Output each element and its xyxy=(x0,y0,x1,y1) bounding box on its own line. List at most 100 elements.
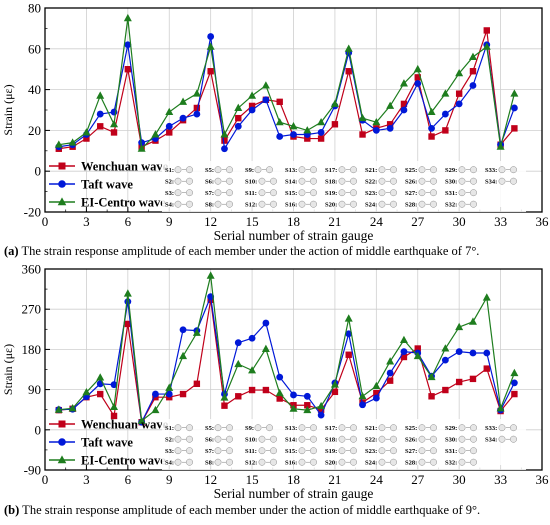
gauge-icon xyxy=(458,458,466,466)
gauge-icon xyxy=(430,424,437,432)
gauge-icon xyxy=(350,435,357,443)
data-point-triangle xyxy=(261,81,270,89)
x-tick-label: 12 xyxy=(204,472,217,487)
gauge-icon xyxy=(214,189,222,197)
gauge-icon xyxy=(390,458,397,466)
legend-marker-square xyxy=(58,162,66,170)
gauge-icon xyxy=(458,177,466,185)
gauge-icon xyxy=(338,424,346,432)
gauge-label: S8: xyxy=(205,460,214,467)
data-point-square xyxy=(428,133,435,140)
gauge-icon xyxy=(214,424,222,432)
gauge-label: S5: xyxy=(205,425,214,432)
data-point-circle xyxy=(510,379,518,387)
data-point-circle xyxy=(248,334,256,342)
gauge-icon xyxy=(298,166,306,174)
x-tick-label: 15 xyxy=(246,214,259,229)
data-point-triangle xyxy=(330,99,339,107)
gauge-icon xyxy=(418,458,426,466)
gauge-label: S27: xyxy=(405,190,417,197)
data-point-triangle xyxy=(110,402,119,411)
x-tick-label: 9 xyxy=(166,472,173,487)
gauge-icon xyxy=(498,177,506,185)
gauge-label: S20: xyxy=(325,460,337,467)
gauge-icon xyxy=(378,447,386,455)
gauge-icon xyxy=(226,166,233,174)
gauge-icon xyxy=(458,189,466,197)
data-point-circle xyxy=(179,114,187,122)
gauge-icon xyxy=(310,424,317,432)
data-point-triangle xyxy=(123,13,132,22)
data-point-square xyxy=(124,66,132,73)
gauge-label: S32: xyxy=(445,460,457,467)
gauge-icon xyxy=(418,424,426,432)
data-point-square xyxy=(386,121,394,128)
data-point-triangle xyxy=(234,359,243,368)
gauge-icon xyxy=(510,435,517,443)
data-point-triangle xyxy=(206,42,215,50)
gauge-icon xyxy=(470,166,477,174)
gauge-icon xyxy=(498,424,506,432)
data-point-triangle xyxy=(248,91,257,99)
gauge-icon xyxy=(186,177,193,185)
data-point-circle xyxy=(262,319,270,327)
data-point-circle xyxy=(276,373,284,381)
gauge-icon xyxy=(226,177,233,185)
gauge-icon xyxy=(378,458,386,466)
data-point-circle xyxy=(290,391,297,399)
data-point-circle xyxy=(510,104,518,112)
data-point-circle xyxy=(317,411,325,419)
data-point-square xyxy=(304,402,311,409)
y-tick-label: 270 xyxy=(22,302,42,317)
data-point-circle xyxy=(428,124,435,132)
gauge-label: S14: xyxy=(285,437,297,444)
gauge-icon xyxy=(174,447,182,455)
x-tick-label: 27 xyxy=(411,472,425,487)
gauge-label: S10: xyxy=(245,437,257,444)
data-point-square xyxy=(221,137,228,144)
gauge-label: S11: xyxy=(245,190,257,197)
gauge-icon xyxy=(470,435,477,443)
gauge-label: S14: xyxy=(285,179,297,186)
data-point-triangle xyxy=(151,130,160,138)
data-point-circle xyxy=(441,110,449,118)
gauge-label: S15: xyxy=(285,190,297,197)
data-point-triangle xyxy=(68,138,77,146)
data-point-circle xyxy=(303,392,311,400)
gauge-icon xyxy=(186,166,193,174)
data-point-circle xyxy=(276,133,284,140)
data-point-square xyxy=(455,378,463,386)
gauge-icon xyxy=(186,447,193,455)
data-point-circle xyxy=(221,145,228,153)
data-point-triangle xyxy=(386,357,395,365)
gauge-label: S33: xyxy=(485,167,497,174)
gauge-icon xyxy=(214,166,222,174)
gauge-label: S13: xyxy=(285,167,297,174)
legend-marker-triangle xyxy=(57,197,67,206)
data-point-square xyxy=(97,390,104,398)
gauge-label: S25: xyxy=(405,167,417,174)
data-point-circle xyxy=(138,139,146,147)
x-tick-label: 21 xyxy=(328,472,341,487)
legend-marker-circle xyxy=(58,180,66,188)
y-tick-label: 90 xyxy=(28,382,41,397)
gauge-label: S9: xyxy=(245,167,254,174)
gauge-label: S7: xyxy=(205,448,214,455)
gauge-icon xyxy=(430,166,437,174)
x-tick-label: 30 xyxy=(453,214,466,229)
gauge-label: S12: xyxy=(245,460,257,467)
gauge-label: S30: xyxy=(445,437,457,444)
gauge-label: S22: xyxy=(365,437,377,444)
gauge-icon xyxy=(310,458,317,466)
gauge-icon xyxy=(458,435,466,443)
gauge-icon xyxy=(266,424,273,432)
gauge-icon xyxy=(174,189,182,197)
data-point-square xyxy=(317,406,325,413)
gauge-icon xyxy=(458,447,466,455)
data-point-square xyxy=(483,27,490,34)
gauge-icon xyxy=(498,435,506,443)
data-point-triangle xyxy=(496,404,505,412)
x-tick-label: 0 xyxy=(42,472,49,487)
data-point-triangle xyxy=(468,52,477,60)
data-point-square xyxy=(83,135,90,142)
